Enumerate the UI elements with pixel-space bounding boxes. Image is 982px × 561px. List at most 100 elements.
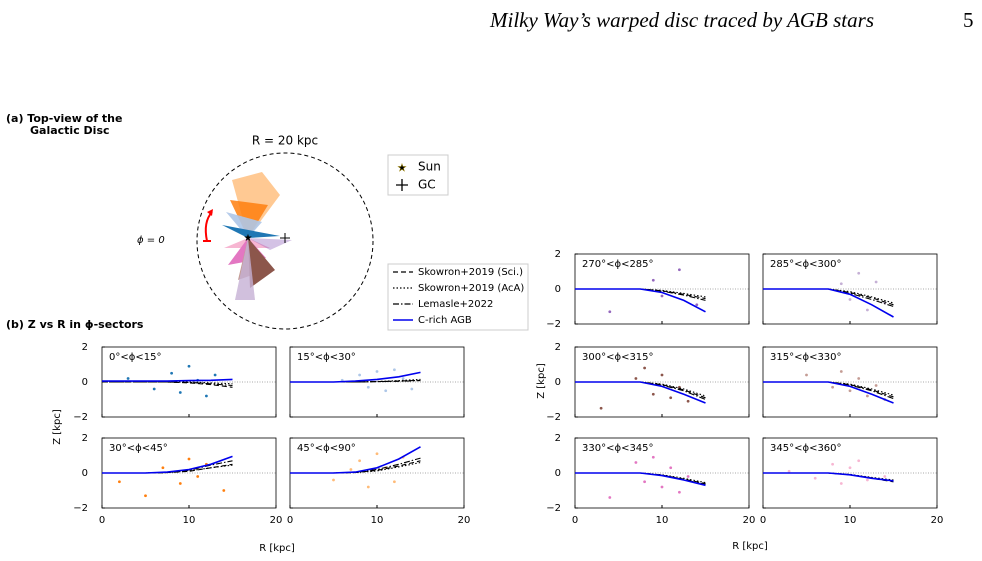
star-point <box>384 389 388 393</box>
x-tick-label: 0 <box>760 515 766 526</box>
star-point <box>401 377 405 380</box>
model-curve <box>763 381 894 400</box>
sector-cloud <box>222 225 280 238</box>
model-curve <box>290 446 421 474</box>
star-point <box>187 364 191 368</box>
legend-label: Sun <box>418 160 441 174</box>
x-tick-label: 10 <box>371 515 384 526</box>
y-tick-label: 0 <box>555 377 561 388</box>
star-point <box>678 490 681 494</box>
star-point <box>660 294 664 298</box>
star-point <box>651 455 655 459</box>
legend-label: Skowron+2019 (AcA) <box>418 283 524 294</box>
x-axis-label: R [kpc] <box>259 543 295 554</box>
model-curve <box>575 288 706 298</box>
model-curve <box>290 371 421 383</box>
legend-label: C-rich AGB <box>418 315 472 326</box>
star-point <box>678 268 681 272</box>
star-point <box>222 489 226 492</box>
star-point <box>366 485 370 489</box>
star-point <box>874 384 878 387</box>
star-point <box>161 466 165 470</box>
x-tick-label: 0 <box>99 515 105 526</box>
model-curve <box>575 381 706 397</box>
y-tick-label: −2 <box>546 319 561 330</box>
star-point <box>196 475 200 478</box>
sun-legend-icon: ★ <box>398 163 407 174</box>
star-point <box>660 373 664 377</box>
x-axis-label: R [kpc] <box>732 541 768 552</box>
star-point <box>358 459 361 463</box>
star-point <box>695 303 699 307</box>
star-point <box>358 373 361 377</box>
y-tick-label: −2 <box>546 503 561 514</box>
x-tick-label: 10 <box>183 515 196 526</box>
model-curve <box>763 472 894 482</box>
x-tick-label: 0 <box>287 515 293 526</box>
star-point <box>393 368 396 372</box>
star-point <box>205 394 208 398</box>
model-curve <box>575 472 706 487</box>
model-curve <box>102 381 233 388</box>
model-curve <box>575 288 706 300</box>
model-curve <box>575 288 706 301</box>
star-point <box>831 462 834 466</box>
model-curve <box>763 472 894 483</box>
star-point <box>857 271 861 275</box>
star-point <box>848 298 852 301</box>
star-point <box>839 282 843 286</box>
sector-cloud <box>248 238 275 288</box>
star-point <box>866 478 869 482</box>
model-curve <box>575 472 706 485</box>
star-point <box>669 396 673 400</box>
star-point <box>634 461 638 464</box>
y-tick-label: −2 <box>546 412 561 423</box>
y-axis-label: Z [kpc] <box>52 409 63 445</box>
star-point <box>686 399 690 403</box>
model-curve <box>763 381 894 404</box>
sector-label: 300°<ϕ<315° <box>582 352 654 363</box>
star-point <box>178 482 182 485</box>
model-curve <box>575 381 706 401</box>
model-curve <box>763 472 894 482</box>
model-curve <box>290 457 421 474</box>
panel-a-title: Galactic Disc <box>30 124 110 137</box>
star-point <box>643 366 646 370</box>
x-tick-label: 10 <box>656 515 669 526</box>
star-point <box>669 466 673 470</box>
star-point <box>178 391 182 394</box>
star-point <box>608 496 612 499</box>
star-point <box>651 278 655 282</box>
model-curve <box>763 288 894 308</box>
star-point <box>410 387 414 391</box>
sector-label: 15°<ϕ<30° <box>297 352 356 363</box>
y-tick-label: 2 <box>555 249 561 260</box>
legend-label: GC <box>418 178 436 192</box>
phi-arrow-head <box>207 209 213 216</box>
star-point <box>599 406 603 410</box>
x-tick-label: 10 <box>844 515 857 526</box>
model-curve <box>763 381 894 396</box>
model-curve <box>763 288 894 318</box>
legend-box <box>387 154 449 196</box>
model-curve <box>102 378 233 382</box>
y-axis-label: Z [kpc] <box>536 363 547 399</box>
star-point <box>866 394 869 398</box>
star-point <box>126 377 130 380</box>
star-point <box>170 371 174 375</box>
star-point <box>805 373 808 377</box>
star-point <box>660 485 664 489</box>
model-curve <box>290 460 421 474</box>
model-curve <box>102 381 233 387</box>
sector-label: 45°<ϕ<90° <box>297 443 356 454</box>
model-curve <box>763 288 894 306</box>
panel-b-title: (b) Z vs R in ϕ-sectors <box>6 318 144 331</box>
model-curve <box>102 460 233 474</box>
y-tick-label: 0 <box>82 377 88 388</box>
model-curve <box>763 288 894 304</box>
star-point <box>393 480 396 484</box>
model-curve <box>575 381 706 404</box>
sector-label: 0°<ϕ<15° <box>109 352 161 363</box>
star-point <box>332 478 335 482</box>
